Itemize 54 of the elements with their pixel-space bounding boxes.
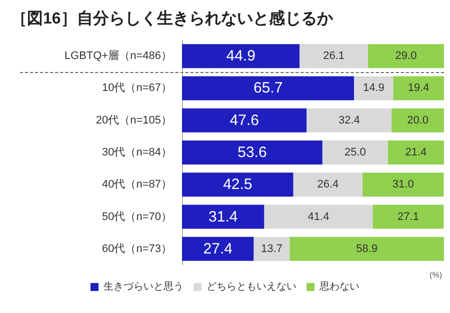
bar <box>290 236 444 261</box>
bar <box>182 76 354 100</box>
bar <box>293 172 363 197</box>
bar <box>182 108 307 132</box>
data-label: 31.4 <box>208 208 238 226</box>
data-label: 14.9 <box>362 82 384 94</box>
y-tick-label: 10代（n=67） <box>102 82 172 94</box>
legend-label: どちらともいえない <box>206 282 296 292</box>
legend-label: 思わない <box>318 282 360 292</box>
y-tick-label: 60代（n=73） <box>102 242 172 255</box>
data-label: 27.4 <box>203 240 232 258</box>
y-tick-label: LGBTQ+層（n=486） <box>64 50 172 62</box>
data-label: 44.9 <box>226 48 256 65</box>
data-label: 21.4 <box>405 146 427 158</box>
bar <box>368 44 444 68</box>
y-tick-label: 30代（n=84） <box>102 146 172 158</box>
bar <box>392 108 444 132</box>
data-label: 65.7 <box>253 80 283 97</box>
bar <box>322 140 388 164</box>
chart-title: ［図16］自分らしく生きられないと感じるか <box>11 10 334 28</box>
bar <box>182 44 300 68</box>
data-label: 27.1 <box>398 210 419 223</box>
legend-label: 生きづらいと思う <box>104 280 184 292</box>
data-label: 25.0 <box>344 146 366 158</box>
bar <box>388 140 444 164</box>
data-label: 42.5 <box>223 176 252 194</box>
bar <box>306 108 392 132</box>
data-label: 26.1 <box>323 50 345 62</box>
bar <box>362 172 444 197</box>
bar <box>182 204 264 229</box>
bar <box>182 236 254 261</box>
data-label: 26.4 <box>317 178 339 191</box>
bar <box>264 204 373 229</box>
data-label: 53.6 <box>238 144 267 161</box>
data-label: 32.4 <box>338 114 360 126</box>
data-label: 58.9 <box>356 242 378 255</box>
bar <box>354 76 394 100</box>
bar <box>182 140 322 164</box>
y-tick-label: 20代（n=105） <box>96 114 172 126</box>
data-label: 31.0 <box>392 178 414 191</box>
data-label: 19.4 <box>408 82 430 94</box>
data-label: 29.0 <box>395 50 417 62</box>
bar <box>372 204 444 229</box>
y-tick-label: 40代（n=87） <box>102 178 172 191</box>
bar <box>300 44 368 68</box>
bar <box>393 76 444 100</box>
data-label: 47.6 <box>230 112 259 129</box>
data-label: 13.7 <box>261 242 282 255</box>
data-label: 41.4 <box>308 210 330 223</box>
bar <box>182 172 294 197</box>
text: (%) <box>430 270 442 280</box>
y-tick-label: 50代（n=70） <box>102 210 172 223</box>
data-label: 20.0 <box>407 114 429 126</box>
bar <box>254 236 290 261</box>
